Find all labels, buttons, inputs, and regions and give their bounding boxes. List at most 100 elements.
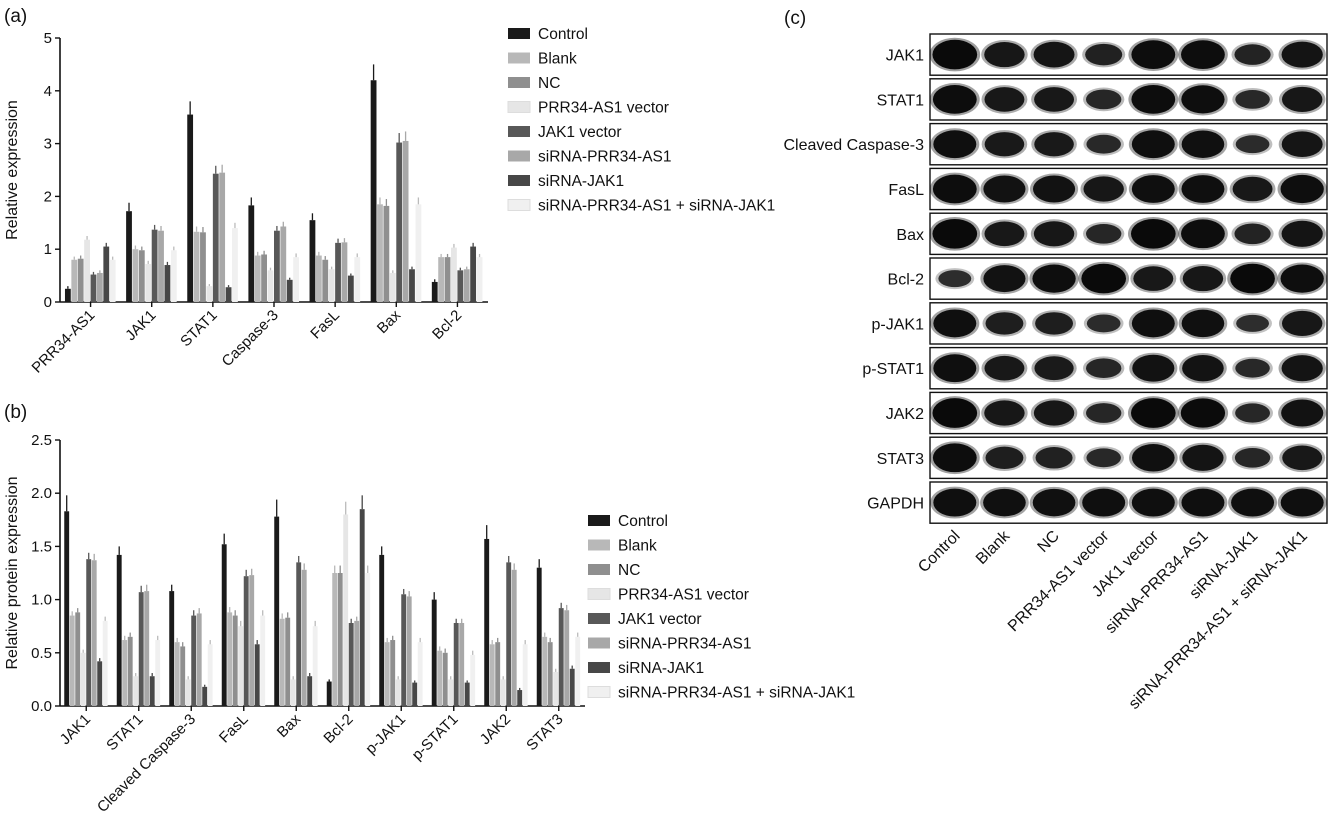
blot-band: [1085, 89, 1122, 110]
bar: [511, 569, 517, 706]
blot-band: [1280, 264, 1324, 293]
bar: [547, 642, 553, 706]
legend-entry: siRNA-PRR34-AS1: [618, 636, 752, 653]
blot-row: p-JAK1: [872, 302, 1328, 345]
bar: [522, 644, 528, 706]
blot-band: [1032, 264, 1076, 293]
x-tick-label: PRR34-AS1: [29, 307, 99, 377]
bar: [206, 286, 213, 302]
blot-band: [1230, 263, 1275, 294]
bar: [383, 205, 390, 302]
y-tick-label: 1.5: [31, 538, 52, 555]
legend-entry: siRNA-JAK1: [538, 173, 624, 190]
bar: [332, 573, 338, 706]
bar: [191, 615, 197, 706]
blot-band: [932, 174, 977, 204]
blot-band: [1032, 175, 1076, 203]
blot-band: [985, 312, 1024, 335]
legend-entry: siRNA-PRR34-AS1: [538, 149, 672, 166]
blot-band: [984, 221, 1025, 247]
chart-b: 0.0 0.5 1.0 1.5 2.0 2.5 Relative protein expre…: [4, 432, 855, 816]
bar: [219, 172, 226, 302]
bar: [489, 644, 495, 706]
bar: [506, 562, 512, 706]
legend-entry: JAK1 vector: [618, 611, 702, 628]
bar: [122, 640, 128, 706]
blot-band: [1133, 266, 1174, 291]
bar: [274, 230, 280, 302]
bar: [448, 679, 454, 706]
blot-band: [1181, 219, 1225, 249]
legend-swatch: [588, 515, 610, 526]
bar: [395, 679, 401, 706]
blot-row-label: p-STAT1: [862, 361, 924, 378]
blot-band: [933, 488, 977, 517]
bar: [370, 80, 377, 303]
y-axis-label: Relative protein expression: [4, 477, 21, 670]
bar: [451, 247, 457, 302]
bar: [307, 676, 313, 706]
blot-band: [1181, 85, 1225, 114]
bar: [457, 270, 464, 302]
legend-swatch: [587, 686, 611, 698]
blot-row-label: JAK1: [886, 48, 924, 65]
bar: [144, 591, 150, 706]
bar: [238, 626, 244, 706]
bar: [187, 114, 194, 302]
blot-band: [932, 398, 978, 428]
legend-swatch: [508, 52, 530, 64]
blot-band: [1281, 86, 1323, 112]
legend-swatch: [588, 613, 610, 624]
blot-band: [1181, 488, 1225, 517]
bar: [463, 269, 470, 302]
bar: [109, 259, 116, 302]
bar: [322, 259, 329, 302]
blot-band: [1130, 398, 1176, 428]
bar: [517, 690, 523, 706]
blot-band: [1131, 130, 1175, 159]
bar: [227, 612, 233, 706]
bar: [91, 560, 97, 706]
bar: [280, 226, 287, 302]
blot-band: [933, 354, 977, 383]
blot-band: [1035, 312, 1074, 335]
y-tick-label: 4: [44, 83, 52, 100]
y-tick-label: 2.0: [31, 485, 52, 502]
legend-swatch: [508, 28, 530, 39]
bar: [553, 671, 559, 706]
bar: [296, 562, 302, 706]
chart-a: 0 1 2 3 4 5 Relative expression PRR34-AS1 JAK1 ST…: [4, 26, 775, 377]
bar: [149, 676, 155, 706]
blot-row-label: Cleaved Caspase-3: [783, 137, 924, 154]
x-tick-label: JAK1: [122, 307, 159, 344]
legend-entry: Blank: [618, 538, 657, 555]
x-tick-label: STAT3: [523, 711, 566, 754]
blot-row: Cleaved Caspase-3: [783, 122, 1328, 166]
blot-band: [1232, 176, 1273, 202]
bar: [97, 661, 103, 706]
x-tick-label: STAT1: [103, 711, 146, 754]
bar: [409, 269, 415, 302]
blot-band: [933, 130, 977, 159]
bar: [221, 544, 227, 706]
bar: [326, 681, 332, 706]
y-tick-label: 2: [44, 188, 52, 205]
blot-row: JAK2: [886, 391, 1328, 435]
bar: [309, 220, 316, 302]
bar: [558, 608, 564, 706]
bar: [145, 263, 152, 302]
blot-lane-label: siRNA-PRR34-AS1 + siRNA-JAK1: [1126, 528, 1311, 713]
blot-band: [1085, 403, 1122, 423]
bar: [402, 140, 409, 302]
bar: [476, 257, 483, 302]
x-tick-label: STAT1: [177, 307, 220, 350]
bar: [180, 646, 186, 706]
bar: [286, 279, 293, 302]
bar: [484, 538, 490, 706]
bar: [315, 255, 322, 302]
blot-band: [932, 218, 978, 249]
blot-band: [1281, 355, 1323, 382]
legend-swatch: [588, 564, 610, 575]
bar: [116, 554, 122, 706]
